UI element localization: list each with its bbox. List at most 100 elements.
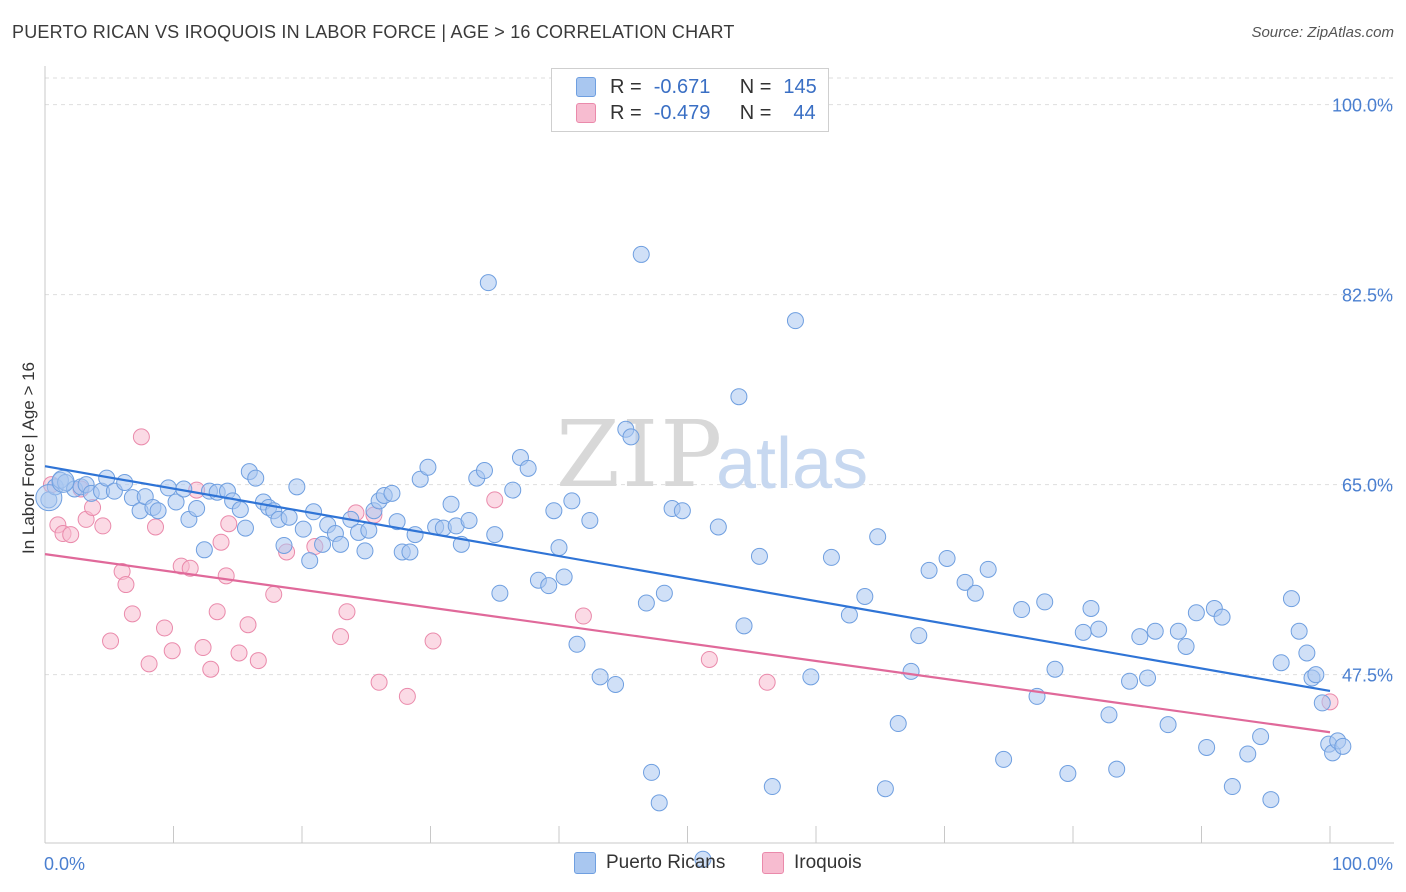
puerto-ricans-point — [188, 500, 206, 518]
puerto-ricans-point — [1159, 716, 1177, 734]
puerto-ricans-point — [1121, 672, 1139, 690]
legend-item-iroquois: Iroquois — [762, 852, 862, 874]
puerto-ricans-point — [1013, 601, 1031, 619]
puerto-ricans-point — [1272, 654, 1290, 672]
puerto-ricans-point — [288, 478, 306, 496]
puerto-ricans-point — [607, 675, 625, 693]
puerto-ricans-point — [763, 778, 781, 796]
puerto-ricans-point — [876, 780, 894, 798]
puerto-ricans-point — [956, 573, 974, 591]
puerto-ricans-point — [491, 584, 509, 602]
puerto-ricans-point — [1334, 737, 1352, 755]
puerto-ricans-point — [822, 548, 840, 566]
iroquois-point — [758, 673, 776, 691]
iroquois-point — [265, 585, 283, 603]
puerto-ricans-point — [301, 552, 319, 570]
legend-r-label: R = — [610, 75, 642, 98]
puerto-ricans-point — [920, 561, 938, 579]
puerto-ricans-point — [555, 568, 573, 586]
iroquois-point — [332, 628, 350, 646]
puerto-ricans-point — [356, 542, 374, 560]
puerto-ricans-point — [840, 606, 858, 624]
legend-n-label: N = — [739, 101, 772, 124]
chart-title: PUERTO RICAN VS IROQUOIS IN LABOR FORCE … — [12, 22, 735, 42]
puerto-ricans-point — [1169, 622, 1187, 640]
legend-swatch-puerto-ricans — [576, 77, 596, 97]
iroquois-point — [181, 559, 199, 577]
puerto-ricans-point — [1146, 622, 1164, 640]
iroquois-trend-line — [44, 553, 1331, 734]
legend-row-iroquois: R = -0.479 N = 44 — [576, 101, 816, 125]
puerto-ricans-point — [673, 502, 691, 520]
legend-row-puerto-ricans: R = -0.671 N = 145 — [576, 75, 817, 99]
puerto-ricans-point — [856, 587, 874, 605]
puerto-ricans-point — [35, 484, 63, 512]
puerto-ricans-point — [563, 492, 581, 510]
puerto-ricans-point — [902, 662, 920, 680]
iroquois-point — [700, 650, 718, 668]
y-tick-label: 65.0% — [1342, 476, 1393, 496]
legend-label-puerto-ricans: Puerto Ricans — [606, 852, 726, 873]
puerto-ricans-point — [730, 388, 748, 406]
puerto-ricans-point — [195, 541, 213, 559]
puerto-ricans-point — [504, 481, 522, 499]
puerto-ricans-point — [632, 245, 650, 263]
legend-item-puerto-ricans: Puerto Ricans — [574, 852, 725, 874]
iroquois-point — [212, 533, 230, 551]
puerto-ricans-point — [247, 469, 265, 487]
puerto-ricans-point — [1082, 599, 1100, 617]
puerto-ricans-point — [1252, 728, 1270, 746]
puerto-ricans-point — [388, 513, 406, 531]
legend-label-iroquois: Iroquois — [794, 852, 862, 873]
iroquois-point — [140, 655, 158, 673]
puerto-ricans-point — [869, 528, 887, 546]
puerto-ricans-point — [419, 458, 437, 476]
puerto-ricans-point — [889, 715, 907, 733]
puerto-ricans-point — [910, 627, 928, 645]
puerto-ricans-point — [280, 508, 298, 526]
puerto-ricans-point — [51, 469, 75, 493]
puerto-ricans-point — [995, 750, 1013, 768]
puerto-ricans-point — [479, 274, 497, 292]
puerto-ricans-point — [750, 547, 768, 565]
watermark: ZIP atlas — [556, 401, 868, 508]
puerto-ricans-point — [1262, 791, 1280, 809]
puerto-ricans-point — [938, 549, 956, 567]
puerto-ricans-point — [637, 594, 655, 612]
legend-swatch-iroquois — [762, 852, 784, 874]
puerto-ricans-point — [460, 511, 478, 529]
iroquois-point — [102, 632, 120, 650]
puerto-ricans-point — [475, 462, 493, 480]
axes — [44, 66, 1394, 844]
iroquois-point — [217, 567, 235, 585]
puerto-ricans-point — [568, 635, 586, 653]
trend-lines — [44, 465, 1331, 734]
iroquois-point — [163, 642, 181, 660]
iroquois-point — [230, 644, 248, 662]
y-axis-label: In Labor Force | Age > 16 — [19, 362, 38, 554]
puerto-ricans-point — [622, 428, 640, 446]
correlation-legend: R = -0.671 N = 145 R = -0.479 N = 44 — [551, 68, 829, 132]
puerto-ricans-point — [236, 519, 254, 537]
iroquois-point — [239, 616, 257, 634]
puerto-ricans-point — [1139, 669, 1157, 687]
puerto-ricans-point — [979, 560, 997, 578]
legend-n-value: 145 — [783, 75, 817, 98]
puerto-ricans-trend-line — [44, 465, 1331, 693]
y-tick-labels: 47.5% 65.0% 82.5% 100.0% — [1332, 96, 1393, 686]
puerto-ricans-point — [1074, 623, 1092, 641]
iroquois-point — [117, 576, 135, 594]
puerto-ricans-point — [643, 763, 661, 781]
puerto-ricans-point — [1059, 765, 1077, 783]
x-tick-labels: 0.0% 100.0% — [44, 854, 1393, 874]
puerto-ricans-point — [332, 535, 350, 553]
puerto-ricans-point — [1036, 593, 1054, 611]
y-tick-label: 47.5% — [1342, 666, 1393, 686]
iroquois-point — [147, 518, 165, 536]
legend-r-value: -0.479 — [653, 101, 711, 124]
puerto-ricans-point — [545, 502, 563, 520]
legend-swatch-iroquois — [576, 103, 596, 123]
series-legend: Puerto Ricans Iroquois — [0, 852, 1406, 878]
puerto-ricans-point — [519, 459, 537, 477]
